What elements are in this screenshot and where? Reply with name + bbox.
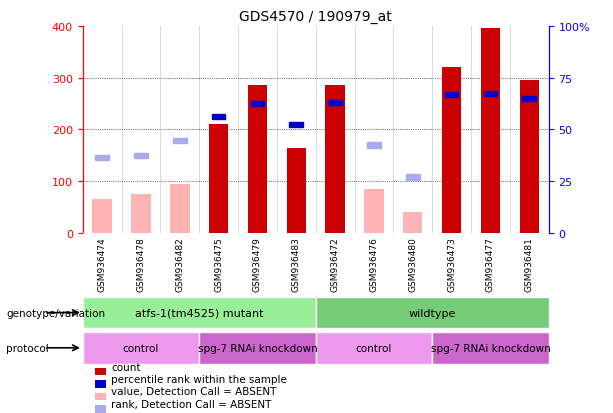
Text: spg-7 RNAi knockdown: spg-7 RNAi knockdown bbox=[430, 343, 550, 353]
Bar bbox=[93, 200, 112, 233]
Title: GDS4570 / 190979_at: GDS4570 / 190979_at bbox=[239, 10, 392, 24]
Text: GSM936483: GSM936483 bbox=[292, 236, 301, 291]
Bar bbox=[170, 184, 189, 233]
Bar bbox=[445, 93, 459, 97]
Bar bbox=[316, 297, 549, 329]
Bar bbox=[131, 195, 151, 233]
Text: percentile rank within the sample: percentile rank within the sample bbox=[111, 374, 287, 384]
Text: value, Detection Call = ABSENT: value, Detection Call = ABSENT bbox=[111, 387, 276, 396]
Text: GSM936478: GSM936478 bbox=[137, 236, 145, 291]
Text: GSM936482: GSM936482 bbox=[175, 236, 185, 291]
Text: GSM936479: GSM936479 bbox=[253, 236, 262, 291]
Bar bbox=[251, 102, 264, 107]
Text: spg-7 RNAi knockdown: spg-7 RNAi knockdown bbox=[197, 343, 318, 353]
Bar bbox=[316, 332, 432, 364]
Bar bbox=[329, 101, 342, 106]
Bar bbox=[522, 97, 536, 102]
Bar bbox=[432, 332, 549, 364]
Bar bbox=[406, 175, 419, 180]
Text: GSM936474: GSM936474 bbox=[97, 236, 107, 291]
Text: GSM936477: GSM936477 bbox=[486, 236, 495, 291]
Bar bbox=[289, 122, 303, 128]
Text: GSM936472: GSM936472 bbox=[330, 236, 340, 291]
Bar bbox=[367, 143, 381, 148]
Text: GSM936476: GSM936476 bbox=[370, 236, 378, 291]
Bar bbox=[209, 125, 228, 233]
Text: control: control bbox=[356, 343, 392, 353]
Bar bbox=[199, 332, 316, 364]
Bar bbox=[83, 297, 316, 329]
Bar bbox=[173, 139, 186, 144]
Text: protocol: protocol bbox=[6, 343, 49, 353]
Bar bbox=[96, 156, 109, 161]
Bar bbox=[481, 29, 500, 233]
Text: wildtype: wildtype bbox=[408, 308, 456, 318]
Bar bbox=[134, 153, 148, 159]
Text: control: control bbox=[123, 343, 159, 353]
Bar bbox=[83, 332, 199, 364]
Bar bbox=[248, 86, 267, 233]
Bar bbox=[442, 68, 462, 233]
Text: count: count bbox=[111, 362, 140, 372]
Text: GSM936475: GSM936475 bbox=[214, 236, 223, 291]
Bar bbox=[364, 190, 384, 233]
Text: genotype/variation: genotype/variation bbox=[6, 308, 105, 318]
Text: atfs-1(tm4525) mutant: atfs-1(tm4525) mutant bbox=[135, 308, 264, 318]
Bar bbox=[212, 114, 226, 120]
Bar bbox=[519, 81, 539, 233]
Bar bbox=[403, 213, 422, 233]
Bar bbox=[287, 148, 306, 233]
Text: GSM936480: GSM936480 bbox=[408, 236, 417, 291]
Text: GSM936473: GSM936473 bbox=[447, 236, 456, 291]
Bar bbox=[326, 86, 345, 233]
Bar bbox=[484, 91, 497, 97]
Text: rank, Detection Call = ABSENT: rank, Detection Call = ABSENT bbox=[111, 399, 272, 409]
Text: GSM936481: GSM936481 bbox=[525, 236, 534, 291]
